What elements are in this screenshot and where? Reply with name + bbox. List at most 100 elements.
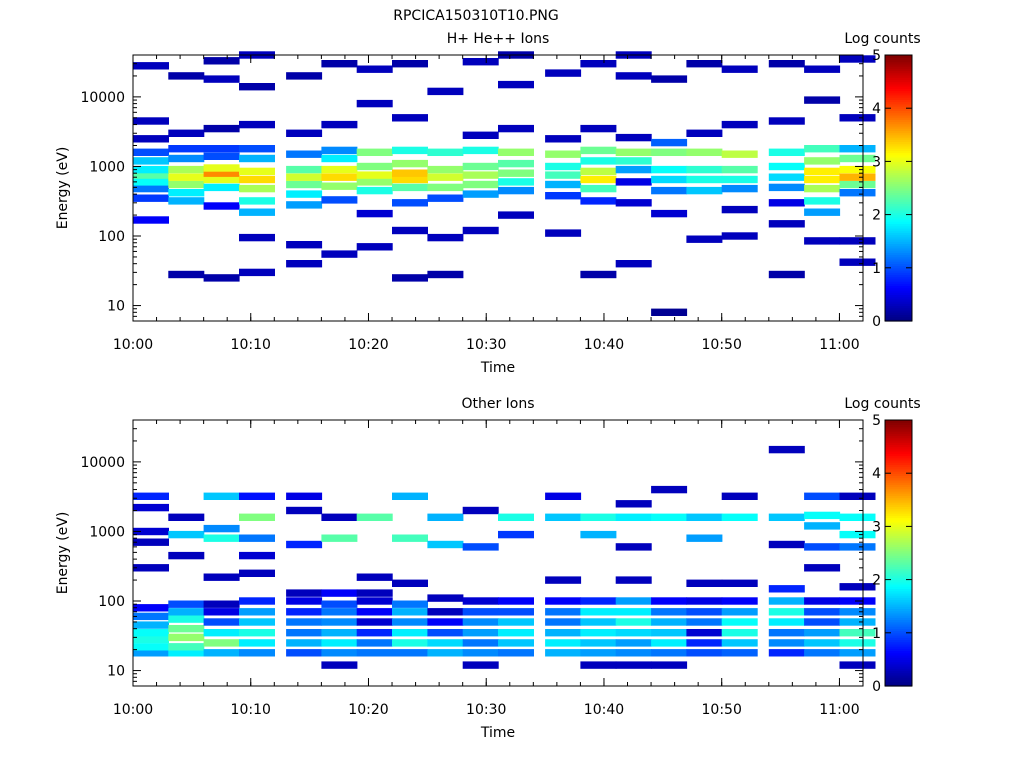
y-tick-label: 10 — [107, 664, 125, 680]
heatmap-cell — [286, 597, 323, 605]
colorbar-segment — [885, 183, 912, 187]
heatmap-cell — [686, 129, 723, 137]
heatmap-cell — [721, 649, 758, 657]
heatmap-cell — [545, 180, 582, 189]
heatmap-cell — [768, 597, 805, 605]
heatmap-cell — [239, 233, 275, 242]
heatmap-cell — [427, 148, 464, 156]
colorbar-segment — [885, 530, 912, 534]
heatmap-cell — [839, 258, 876, 266]
heatmap-cell — [203, 618, 240, 626]
heatmap-cell — [721, 608, 758, 616]
heatmap-cell — [615, 629, 652, 637]
heatmap-cell — [427, 270, 464, 279]
heatmap-cell — [651, 148, 688, 156]
colorbar-segment — [885, 448, 912, 452]
colorbar-segment — [885, 227, 912, 231]
colorbar-segment — [885, 234, 912, 238]
colorbar-tick-label: 3 — [872, 154, 881, 170]
heatmap-cell — [427, 183, 464, 192]
heatmap-cell — [168, 551, 205, 560]
colorbar-segment — [885, 595, 912, 598]
heatmap-cell — [203, 534, 240, 542]
panel-bottom: Other Ions 10:00 10:10 10:20 10:30 10:40 10:50… — [55, 396, 921, 741]
colorbar-segment — [885, 641, 912, 645]
heatmap-cell — [615, 72, 652, 80]
colorbar-segment — [885, 190, 912, 194]
heatmap-cell — [133, 117, 169, 125]
heatmap-cell — [203, 75, 240, 83]
colorbar-segment — [885, 278, 912, 282]
heatmap-cell — [615, 543, 652, 551]
colorbar-segment — [885, 207, 912, 211]
colorbar-segment — [885, 637, 912, 641]
colorbar-segment — [885, 612, 912, 616]
colorbar-frame — [884, 54, 913, 322]
heatmap-cell — [651, 186, 688, 195]
heatmap-cell — [721, 492, 758, 500]
heatmap-cell — [133, 171, 169, 179]
heatmap-cell — [804, 208, 841, 216]
colorbar-segment — [885, 305, 912, 309]
colorbar-segment — [885, 521, 912, 525]
colorbar-segment — [885, 650, 912, 654]
heatmap-cell — [356, 162, 393, 171]
colorbar-segment — [885, 165, 912, 169]
heatmap-cell — [392, 183, 428, 192]
colorbar-frame — [884, 419, 913, 687]
x-tick-label: 10:10 — [231, 337, 271, 353]
heatmap-cell — [427, 618, 464, 626]
heatmap-cell — [804, 649, 841, 657]
heatmap-cell — [203, 175, 240, 184]
colorbar-segment — [885, 179, 912, 182]
heatmap-cell — [133, 538, 169, 546]
colorbar-segment — [885, 524, 912, 527]
colorbar-segment — [885, 70, 912, 74]
heatmap-cell — [392, 639, 428, 647]
colorbar-segment — [885, 103, 912, 107]
heatmap-cell — [321, 513, 358, 521]
colorbar-segment — [885, 519, 912, 523]
heatmap-cell — [239, 649, 275, 657]
heatmap-cell — [462, 608, 499, 616]
heatmap-cell — [545, 576, 582, 584]
y-tick-label: 10 — [107, 299, 125, 315]
colorbar-segment — [885, 232, 912, 236]
colorbar-segment — [885, 539, 912, 543]
colorbar-segment — [885, 88, 912, 92]
heatmap-cell — [392, 629, 428, 637]
colorbar-segment — [885, 550, 912, 554]
heatmap-cell — [356, 209, 393, 218]
heatmap-cell — [804, 608, 841, 616]
colorbar-segment — [885, 462, 912, 465]
colorbar-segment — [885, 285, 912, 289]
heatmap-cell — [427, 540, 464, 549]
heatmap-cell — [239, 597, 275, 605]
heatmap-cell — [768, 162, 805, 171]
colorbar-segment — [885, 666, 912, 669]
colorbar-segment — [885, 194, 912, 198]
colorbar-segment — [885, 77, 912, 80]
heatmap-cell — [580, 608, 617, 616]
colorbar-segment — [885, 661, 912, 665]
colorbar-segment — [885, 156, 912, 160]
heatmap-cell — [239, 629, 275, 637]
heatmap-cell — [580, 124, 617, 133]
x-tick-label: 11:00 — [819, 702, 859, 718]
heatmap-cell — [768, 148, 805, 156]
colorbar-label: Log counts — [844, 396, 920, 412]
heatmap-cell — [686, 608, 723, 616]
heatmap-cell — [768, 618, 805, 626]
heatmap-cell — [392, 608, 428, 616]
heatmap-cell — [768, 220, 805, 228]
colorbar-segment — [885, 214, 912, 218]
colorbar-segment — [885, 250, 912, 253]
colorbar-segment — [885, 597, 912, 601]
colorbar-segment — [885, 541, 912, 545]
colorbar-segment — [885, 672, 912, 676]
y-tick-label: 100 — [98, 229, 125, 245]
colorbar-segment — [885, 603, 912, 607]
colorbar-segment — [885, 608, 912, 612]
heatmap-cell — [239, 608, 275, 616]
heatmap-cell — [133, 527, 169, 536]
